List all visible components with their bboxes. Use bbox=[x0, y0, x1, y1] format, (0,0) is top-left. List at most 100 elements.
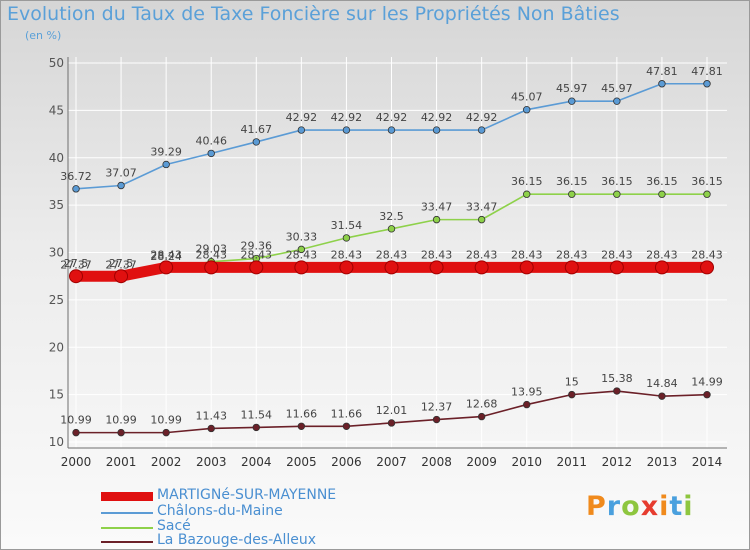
data-point bbox=[432, 215, 441, 224]
x-tick-label: 2012 bbox=[602, 455, 633, 469]
data-point bbox=[207, 424, 215, 433]
data-point bbox=[477, 215, 486, 224]
data-label: 28.43 bbox=[511, 248, 543, 261]
y-axis-unit: (en %) bbox=[25, 29, 62, 42]
data-label: 11.43 bbox=[195, 409, 227, 422]
data-point bbox=[568, 390, 576, 399]
data-point bbox=[613, 97, 621, 105]
data-label: 15 bbox=[565, 376, 579, 389]
data-label: 42.92 bbox=[421, 111, 453, 124]
data-label: 28.43 bbox=[241, 248, 273, 261]
x-tick-label: 2010 bbox=[511, 455, 542, 469]
legend-label-bazouge: La Bazouge-des-Alleux bbox=[157, 532, 317, 548]
legend-label-chalons: Châlons-du-Maine bbox=[157, 503, 283, 519]
y-tick-label: 15 bbox=[49, 388, 64, 402]
data-point bbox=[658, 80, 666, 88]
data-point bbox=[384, 260, 399, 275]
data-label: 29.36 bbox=[241, 240, 273, 253]
x-tick-label: 2008 bbox=[421, 455, 452, 469]
data-label: 36.15 bbox=[556, 175, 588, 188]
data-label: 12.68 bbox=[466, 398, 498, 411]
y-tick-label: 25 bbox=[49, 293, 64, 307]
data-point bbox=[342, 422, 351, 430]
data-label: 14.99 bbox=[691, 376, 723, 389]
data-point bbox=[117, 181, 125, 190]
data-point bbox=[294, 260, 309, 275]
x-tick-label: 2011 bbox=[557, 455, 588, 469]
x-tick-label: 2013 bbox=[647, 455, 678, 469]
data-label: 37.07 bbox=[105, 167, 137, 180]
data-label: 28.43 bbox=[150, 248, 182, 261]
data-label: 36.15 bbox=[511, 175, 543, 188]
data-point bbox=[432, 415, 441, 424]
data-point bbox=[432, 126, 441, 134]
y-tick-label: 40 bbox=[49, 151, 64, 165]
data-label: 30.33 bbox=[286, 230, 318, 243]
data-label: 45.97 bbox=[601, 82, 633, 95]
data-label: 33.47 bbox=[421, 201, 453, 214]
data-label: 33.47 bbox=[466, 201, 498, 214]
data-label: 28.24 bbox=[150, 250, 182, 263]
data-point bbox=[654, 260, 669, 275]
x-tick-label: 2002 bbox=[151, 455, 182, 469]
x-tick-label: 2003 bbox=[196, 455, 227, 469]
data-label: 14.84 bbox=[646, 377, 678, 390]
data-point bbox=[703, 80, 711, 88]
data-point bbox=[204, 260, 219, 275]
data-label: 28.43 bbox=[286, 248, 318, 261]
data-point bbox=[162, 428, 170, 437]
data-point bbox=[297, 245, 306, 254]
brand-letter: i bbox=[683, 491, 694, 522]
data-point bbox=[342, 234, 351, 242]
data-label: 27.37 bbox=[105, 258, 137, 271]
data-point bbox=[207, 149, 215, 158]
data-label: 27.37 bbox=[60, 258, 92, 271]
y-tick-label: 20 bbox=[49, 340, 64, 354]
y-tick-label: 50 bbox=[49, 56, 64, 70]
data-label: 42.92 bbox=[376, 111, 408, 124]
brand-letter: o bbox=[621, 491, 641, 522]
brand-letter: r bbox=[606, 491, 622, 522]
legend-swatch-chalons bbox=[101, 512, 153, 514]
data-label: 10.99 bbox=[150, 414, 182, 427]
data-label: 28.43 bbox=[195, 248, 227, 261]
data-point bbox=[658, 190, 666, 198]
data-point bbox=[519, 260, 534, 275]
data-point bbox=[387, 225, 396, 233]
data-label: 28.43 bbox=[556, 248, 588, 261]
data-point bbox=[117, 428, 125, 437]
legend-label-sace: Sacé bbox=[157, 518, 191, 534]
data-point bbox=[477, 126, 486, 134]
data-point bbox=[703, 391, 711, 399]
data-point bbox=[114, 269, 129, 284]
data-point bbox=[72, 428, 80, 437]
data-point bbox=[297, 126, 306, 134]
data-label: 28.43 bbox=[466, 248, 498, 261]
data-point bbox=[474, 260, 489, 275]
data-label: 32.5 bbox=[379, 210, 404, 223]
data-label: 42.92 bbox=[286, 111, 318, 124]
data-label: 36.15 bbox=[646, 175, 678, 188]
data-point bbox=[568, 97, 576, 105]
data-point bbox=[658, 392, 666, 400]
data-point bbox=[339, 260, 354, 275]
data-point bbox=[564, 260, 579, 275]
data-point bbox=[609, 260, 624, 275]
data-point bbox=[523, 190, 531, 198]
data-point bbox=[477, 412, 486, 421]
data-label: 13.95 bbox=[511, 386, 543, 399]
data-point bbox=[700, 260, 714, 275]
data-label: 28.43 bbox=[646, 248, 678, 261]
data-point bbox=[252, 138, 260, 146]
brand-letter: t bbox=[669, 491, 684, 522]
data-label: 28.43 bbox=[601, 248, 633, 261]
legend-swatch-bazouge bbox=[101, 541, 153, 543]
x-tick-label: 2006 bbox=[331, 455, 362, 469]
legend-label-martigne: MARTIGNé-SUR-MAYENNE bbox=[157, 487, 337, 503]
data-label: 11.66 bbox=[331, 407, 363, 420]
chart-title: Evolution du Taux de Taxe Foncière sur l… bbox=[7, 3, 620, 25]
data-label: 45.97 bbox=[556, 82, 588, 95]
data-point bbox=[252, 423, 260, 432]
data-label: 10.99 bbox=[105, 414, 137, 427]
brand-letter: P bbox=[586, 491, 607, 522]
